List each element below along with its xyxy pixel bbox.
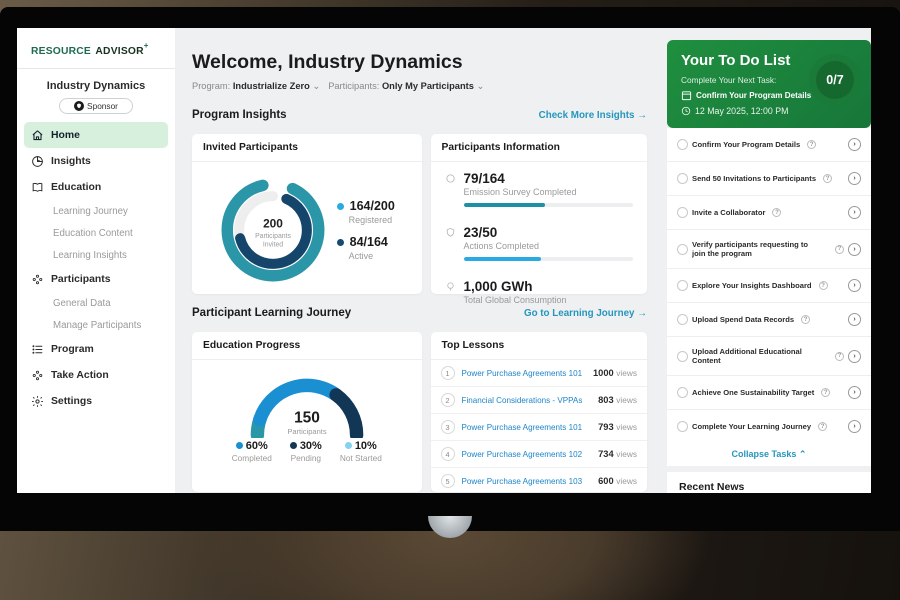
svg-text:150: 150 — [294, 410, 320, 427]
svg-text:Invited: Invited — [263, 241, 283, 248]
svg-text:200: 200 — [263, 216, 283, 230]
svg-text:Participants: Participants — [255, 233, 291, 240]
svg-text:Participants: Participants — [287, 427, 327, 436]
